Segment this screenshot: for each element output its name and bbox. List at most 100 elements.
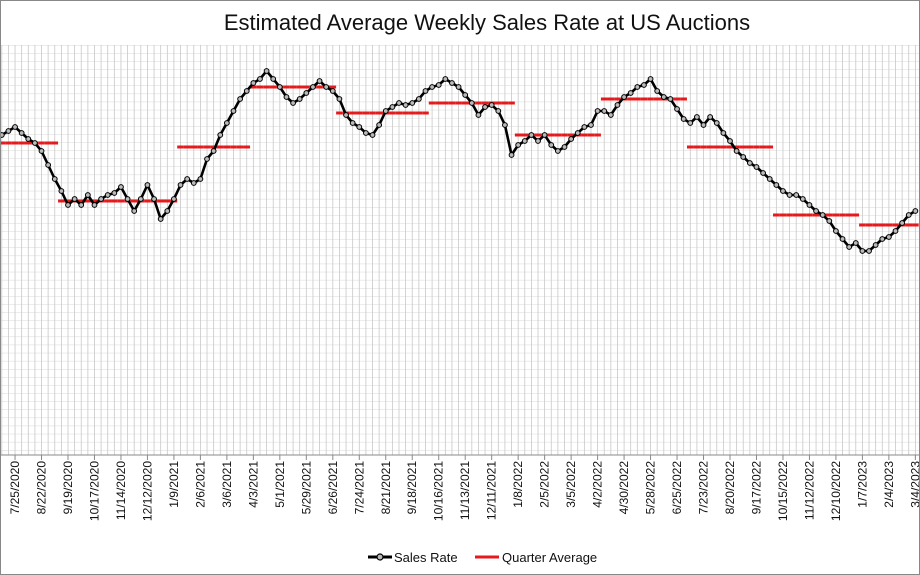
- sales-rate-point: [700, 122, 707, 128]
- chart-title: Estimated Average Weekly Sales Rate at U…: [224, 10, 750, 35]
- x-tick-label: 4/3/2021: [246, 461, 260, 508]
- x-tick-label: 12/11/2021: [485, 461, 499, 520]
- x-tick-label: 2/4/2023: [882, 461, 896, 508]
- x-tick-label: 1/7/2023: [855, 461, 869, 508]
- sales-rate-point: [389, 104, 396, 110]
- sales-rate-point: [641, 82, 647, 88]
- x-tick-label: 7/25/2020: [8, 461, 22, 515]
- sales-rate-point: [356, 124, 363, 130]
- x-tick-label: 2/5/2022: [538, 461, 552, 508]
- sales-rate-point: [177, 182, 184, 188]
- sales-rate-point: [237, 96, 244, 102]
- x-tick-label: 9/19/2020: [61, 461, 75, 515]
- x-tick-label: 11/14/2020: [114, 461, 128, 520]
- sales-rate-point: [667, 96, 674, 102]
- sales-rate-point: [18, 130, 25, 136]
- x-tick-label: 3/4/2023: [908, 461, 920, 508]
- sales-rate-point: [621, 94, 627, 100]
- sales-rate-point: [826, 218, 833, 224]
- sales-rate-point: [58, 188, 65, 194]
- sales-rate-point: [680, 116, 687, 122]
- sales-rate-point: [217, 132, 224, 138]
- sales-rate-point: [912, 208, 919, 214]
- sales-rate-point: [654, 88, 661, 94]
- sales-rate-point: [329, 88, 336, 94]
- sales-rate-point: [713, 120, 720, 126]
- sales-rate-point: [45, 162, 52, 168]
- sales-rate-point: [65, 202, 71, 208]
- sales-rate-point: [482, 104, 488, 110]
- sales-rate-point: [660, 94, 667, 100]
- sales-rate-point: [746, 160, 753, 166]
- sales-rate-point: [38, 148, 45, 154]
- sales-rate-point: [296, 96, 303, 102]
- legend-marker: [376, 553, 384, 561]
- sales-rate-point: [190, 180, 197, 186]
- sales-rate-point: [806, 202, 813, 208]
- sales-rate-point: [343, 112, 349, 118]
- x-tick-label: 5/28/2022: [644, 461, 658, 515]
- sales-rate-point: [468, 100, 475, 106]
- sales-rate-point: [866, 248, 872, 254]
- horizontal-grid: [0, 45, 920, 455]
- sales-rate-point: [409, 100, 416, 106]
- x-tick-label: 3/5/2022: [564, 461, 578, 508]
- sales-rate-point: [5, 128, 12, 134]
- sales-rate-point: [515, 142, 522, 148]
- sales-rate-point: [594, 108, 601, 114]
- sales-rate-point: [131, 208, 138, 214]
- sales-rate-point: [0, 132, 5, 138]
- sales-rate-point: [276, 84, 283, 90]
- sales-rate-point: [184, 176, 191, 182]
- sales-rate-point: [349, 120, 356, 126]
- sales-rate-point: [124, 196, 131, 202]
- sales-rate-point: [263, 68, 270, 74]
- x-tick-label: 10/16/2021: [432, 461, 446, 521]
- sales-rate-point: [98, 196, 104, 202]
- sales-rate-point: [780, 188, 786, 194]
- vertical-grid: [1, 45, 916, 455]
- sales-rate-point: [51, 176, 58, 182]
- sales-rate-point: [753, 164, 760, 170]
- sales-rate-point: [574, 130, 581, 136]
- sales-rate-point: [429, 84, 436, 90]
- sales-rate-point: [588, 122, 594, 128]
- sales-rate-point: [833, 228, 839, 234]
- sales-rate-point: [435, 82, 442, 88]
- sales-rate-point: [581, 124, 588, 130]
- x-tick-label: 4/30/2022: [617, 461, 631, 515]
- sales-rate-point: [502, 122, 508, 128]
- sales-rate-point: [204, 156, 210, 162]
- sales-rate-point: [283, 94, 290, 100]
- sales-rate-point: [376, 122, 383, 128]
- x-tick-label: 2/6/2021: [193, 461, 207, 508]
- sales-rate-point: [449, 80, 455, 86]
- sales-rate-point: [137, 196, 144, 202]
- sales-rate-point: [230, 108, 237, 114]
- sales-rate-point: [687, 120, 694, 126]
- sales-rate-point: [455, 84, 462, 90]
- sales-rate-point: [488, 102, 495, 108]
- x-tick-label: 9/17/2022: [749, 461, 763, 515]
- sales-rate-point: [303, 90, 310, 96]
- sales-rate-point: [614, 102, 621, 108]
- sales-rate-point: [879, 236, 886, 242]
- x-tick-label: 6/26/2021: [326, 461, 340, 515]
- sales-rate-point: [568, 136, 575, 142]
- sales-rate-point: [799, 196, 806, 202]
- sales-rate-point: [415, 96, 422, 102]
- x-tick-label: 1/8/2022: [511, 461, 525, 508]
- x-tick-label: 1/9/2021: [167, 461, 181, 508]
- legend-label: Quarter Average: [502, 550, 597, 565]
- sales-rate-point: [508, 152, 515, 158]
- sales-rate-point: [310, 84, 316, 90]
- x-tick-label: 10/17/2020: [87, 461, 101, 521]
- sales-rate-point: [316, 78, 323, 84]
- sales-rate-point: [462, 92, 469, 98]
- sales-rate-point: [71, 196, 78, 202]
- x-axis: 7/25/2020 8/22/2020 9/19/2020 10/17/2020 11/…: [8, 455, 920, 521]
- sales-rate-point: [561, 144, 568, 150]
- sales-rate-point: [290, 100, 296, 106]
- sales-rate-point: [740, 154, 747, 160]
